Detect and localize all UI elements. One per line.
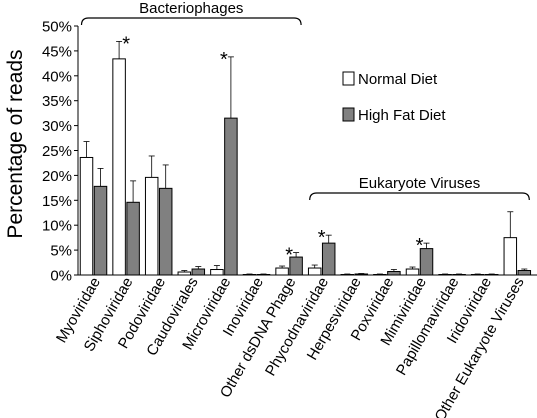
bar-normal-diet-phycodnaviridae xyxy=(307,267,322,276)
y-tick-label: 35% xyxy=(42,93,72,110)
legend-swatch-normal-diet xyxy=(342,71,355,86)
bar-high-fat-diet-other-eukaryote-viruses xyxy=(517,270,532,276)
y-tick-label: 50% xyxy=(42,19,72,36)
bar-normal-diet-poxviridae xyxy=(373,274,387,276)
significance-markers: * * * * * xyxy=(122,33,423,266)
bar-high-fat-diet-podoviridae xyxy=(158,187,173,276)
significance-star: * xyxy=(122,33,130,55)
y-axis-ticks: 0% 5% 10% 15% 20% 25% 30% 35% 40% 45% 50% xyxy=(42,19,78,285)
bar-high-fat-diet-papillomaviridae xyxy=(452,274,466,276)
significance-star: * xyxy=(416,235,424,257)
bar-high-fat-diet-microviridae xyxy=(224,117,238,276)
legend-label-normal-diet: Normal Diet xyxy=(358,71,438,88)
significance-star: * xyxy=(318,227,326,249)
bar-high-fat-diet-poxviridae xyxy=(387,271,401,276)
bracket-bacteriophages xyxy=(80,17,302,26)
significance-star: * xyxy=(220,49,228,71)
error-bars xyxy=(83,41,528,275)
bars xyxy=(79,58,532,276)
bar-normal-diet-other-eukaryote-viruses xyxy=(503,237,518,276)
y-tick-label: 40% xyxy=(42,68,72,85)
group-brackets: Bacteriophages Eukaryote Viruses xyxy=(80,0,530,201)
significance-star: * xyxy=(285,245,293,267)
y-tick-label: 25% xyxy=(42,143,72,160)
legend-label-high-fat-diet: High Fat Diet xyxy=(358,107,446,124)
bar-high-fat-diet-siphoviridae xyxy=(126,201,140,276)
bracket-label-bacteriophages: Bacteriophages xyxy=(139,0,243,17)
bar-high-fat-diet-herpesviridae xyxy=(354,273,369,276)
y-tick-label: 10% xyxy=(42,218,72,235)
bar-normal-diet-papillomaviridae xyxy=(438,274,452,276)
bar-normal-diet-myoviridae xyxy=(79,156,94,276)
bar-normal-diet-podoviridae xyxy=(144,176,159,276)
bar-normal-diet-mimiviridae xyxy=(405,268,420,276)
x-axis-labels: MyoviridaeSiphoviridaePodoviridaeCaudovi… xyxy=(53,274,528,418)
bar-high-fat-diet-iridoviridae xyxy=(484,274,499,276)
y-tick-label: 45% xyxy=(42,43,72,60)
legend: Normal Diet High Fat Diet xyxy=(342,71,446,124)
bracket-eukaryote xyxy=(309,192,530,201)
bar-normal-diet-other-dsdna-phage xyxy=(275,267,289,276)
y-tick-label: 5% xyxy=(50,243,72,260)
bar-normal-diet-inoviridae xyxy=(242,274,257,276)
legend-swatch-high-fat-diet xyxy=(342,107,355,122)
bar-normal-diet-iridoviridae xyxy=(470,274,485,276)
bar-normal-diet-caudovirales xyxy=(177,271,192,276)
y-axis-title: Percentage of reads xyxy=(4,49,27,238)
bar-normal-diet-siphoviridae xyxy=(112,58,126,276)
bar-high-fat-diet-caudovirales xyxy=(191,268,206,276)
bar-high-fat-diet-myoviridae xyxy=(93,185,108,276)
bar-normal-diet-microviridae xyxy=(210,269,224,276)
y-tick-label: 15% xyxy=(42,193,72,210)
y-tick-label: 30% xyxy=(42,118,72,135)
bar-high-fat-diet-inoviridae xyxy=(256,274,271,276)
y-tick-label: 20% xyxy=(42,168,72,185)
bracket-label-eukaryote: Eukaryote Viruses xyxy=(359,175,480,192)
y-tick-label: 0% xyxy=(50,268,72,285)
bar-normal-diet-herpesviridae xyxy=(340,274,355,276)
